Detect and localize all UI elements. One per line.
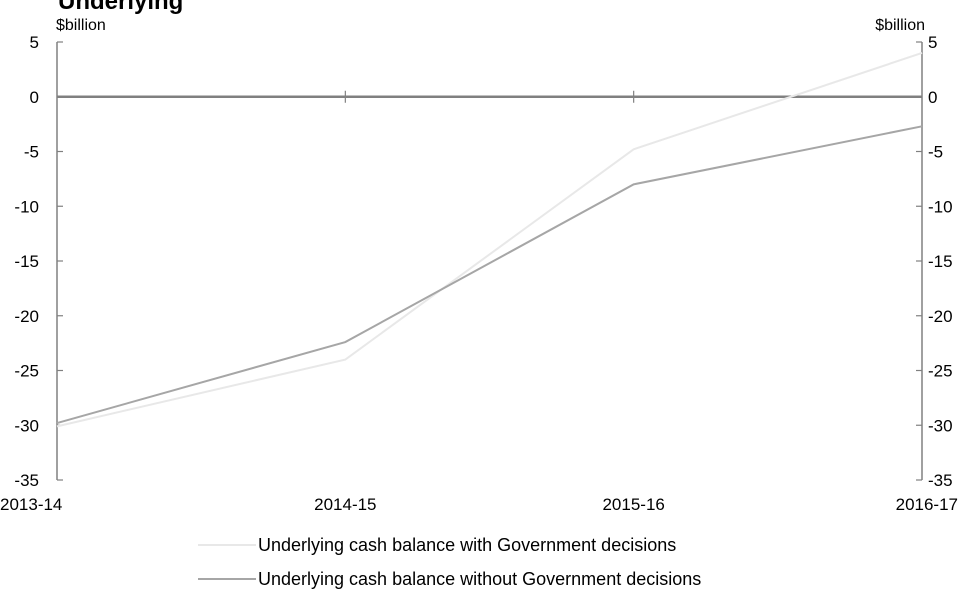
left-y-tick-label: -5 bbox=[24, 143, 39, 162]
right-y-tick-label: 0 bbox=[928, 88, 937, 107]
right-y-tick-label: -35 bbox=[928, 471, 953, 490]
legend-item-with: Underlying cash balance with Government … bbox=[198, 528, 701, 562]
legend-swatch-without bbox=[198, 578, 256, 580]
right-y-tick-label: -10 bbox=[928, 197, 953, 216]
right-unit-label: $billion bbox=[875, 17, 925, 34]
series-group bbox=[57, 53, 922, 427]
right-y-tick-label: 5 bbox=[928, 33, 937, 52]
right-y-tick-label: -25 bbox=[928, 362, 953, 381]
left-y-tick-label: -15 bbox=[14, 252, 39, 271]
left-y-tick-label: -25 bbox=[14, 362, 39, 381]
legend-swatch-with bbox=[198, 544, 256, 546]
legend-label-with: Underlying cash balance with Government … bbox=[258, 535, 676, 556]
left-y-tick-label: -30 bbox=[14, 416, 39, 435]
series-line-without-decisions bbox=[57, 126, 922, 423]
x-tick-label: 2013-14 bbox=[0, 495, 62, 514]
left-y-tick-label: 0 bbox=[30, 88, 39, 107]
series-line-with-decisions bbox=[57, 53, 922, 426]
x-tick-label: 2016-17 bbox=[896, 495, 958, 514]
tick-labels: 5 5 0 0 -5 -5 -10 -10 -15 -15 -20 -20 -25 -25 -30 -30 -3… bbox=[0, 33, 958, 514]
right-y-tick-label: -20 bbox=[928, 307, 953, 326]
right-y-tick-label: -5 bbox=[928, 143, 943, 162]
left-unit-label: $billion bbox=[56, 17, 106, 34]
legend-item-without: Underlying cash balance without Governme… bbox=[198, 562, 701, 596]
left-y-tick-label: -35 bbox=[14, 471, 39, 490]
right-y-tick-label: -15 bbox=[928, 252, 953, 271]
x-tick-label: 2014-15 bbox=[314, 495, 376, 514]
axes bbox=[57, 42, 922, 480]
left-y-tick-label: 5 bbox=[30, 33, 39, 52]
legend-label-without: Underlying cash balance without Governme… bbox=[258, 569, 701, 590]
legend: Underlying cash balance with Government … bbox=[198, 528, 701, 596]
left-y-tick-label: -20 bbox=[14, 307, 39, 326]
right-y-tick-label: -30 bbox=[928, 416, 953, 435]
x-tick-label: 2015-16 bbox=[602, 495, 664, 514]
left-y-tick-label: -10 bbox=[14, 197, 39, 216]
